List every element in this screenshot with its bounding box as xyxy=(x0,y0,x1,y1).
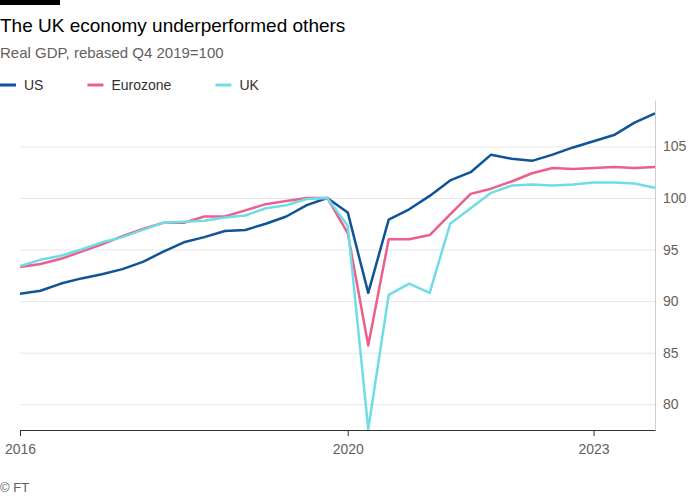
x-tick: 2023 xyxy=(578,430,609,457)
legend-label: US xyxy=(24,77,43,93)
tick-mark xyxy=(20,430,21,436)
tick-mark xyxy=(594,430,595,436)
source: © FT xyxy=(0,480,29,495)
y-tick-label: 100 xyxy=(663,190,687,206)
y-tick-label: 105 xyxy=(663,138,687,154)
y-tick: 80 xyxy=(20,396,679,412)
legend-swatch xyxy=(87,84,103,87)
x-tick-label: 2016 xyxy=(5,441,36,457)
y-tick: 90 xyxy=(20,293,679,309)
y-tick-label: 95 xyxy=(663,242,679,258)
x-tick: 2016 xyxy=(5,430,36,457)
series-line xyxy=(20,183,655,429)
x-tick-label: 2023 xyxy=(578,441,609,457)
y-tick: 85 xyxy=(20,345,679,361)
y-tick-label: 90 xyxy=(663,293,679,309)
x-axis: 2016 2020 2023 xyxy=(5,430,656,457)
legend-swatch xyxy=(215,84,231,87)
y-tick: 105 xyxy=(20,138,687,154)
y-tick-label: 80 xyxy=(663,396,679,412)
title: The UK economy underperformed others xyxy=(0,15,345,36)
grid-line xyxy=(20,301,655,302)
y-tick-label: 85 xyxy=(663,345,679,361)
x-axis-line xyxy=(21,430,656,431)
y-tick: 100 xyxy=(20,190,687,206)
brand-bar xyxy=(0,0,60,5)
y-axis-line xyxy=(655,101,656,431)
legend-label: UK xyxy=(239,77,259,93)
x-tick-label: 2020 xyxy=(333,441,364,457)
legend-label: Eurozone xyxy=(111,77,171,93)
grid-line xyxy=(20,353,655,354)
grid-line xyxy=(20,404,655,405)
grid-line xyxy=(20,146,655,147)
y-axis: 80 85 90 95 100 105 xyxy=(20,101,687,431)
series-line xyxy=(20,167,655,345)
legend: US Eurozone UK xyxy=(0,77,260,93)
legend-swatch xyxy=(0,84,16,87)
chart: The UK economy underperformed others Real… xyxy=(0,0,700,500)
series-line xyxy=(20,113,655,293)
x-tick: 2020 xyxy=(333,430,364,457)
plot-area xyxy=(20,113,655,429)
grid-line xyxy=(20,250,655,251)
tick-mark xyxy=(348,430,349,436)
grid-line xyxy=(20,198,655,199)
subtitle: Real GDP, rebased Q4 2019=100 xyxy=(0,44,224,61)
